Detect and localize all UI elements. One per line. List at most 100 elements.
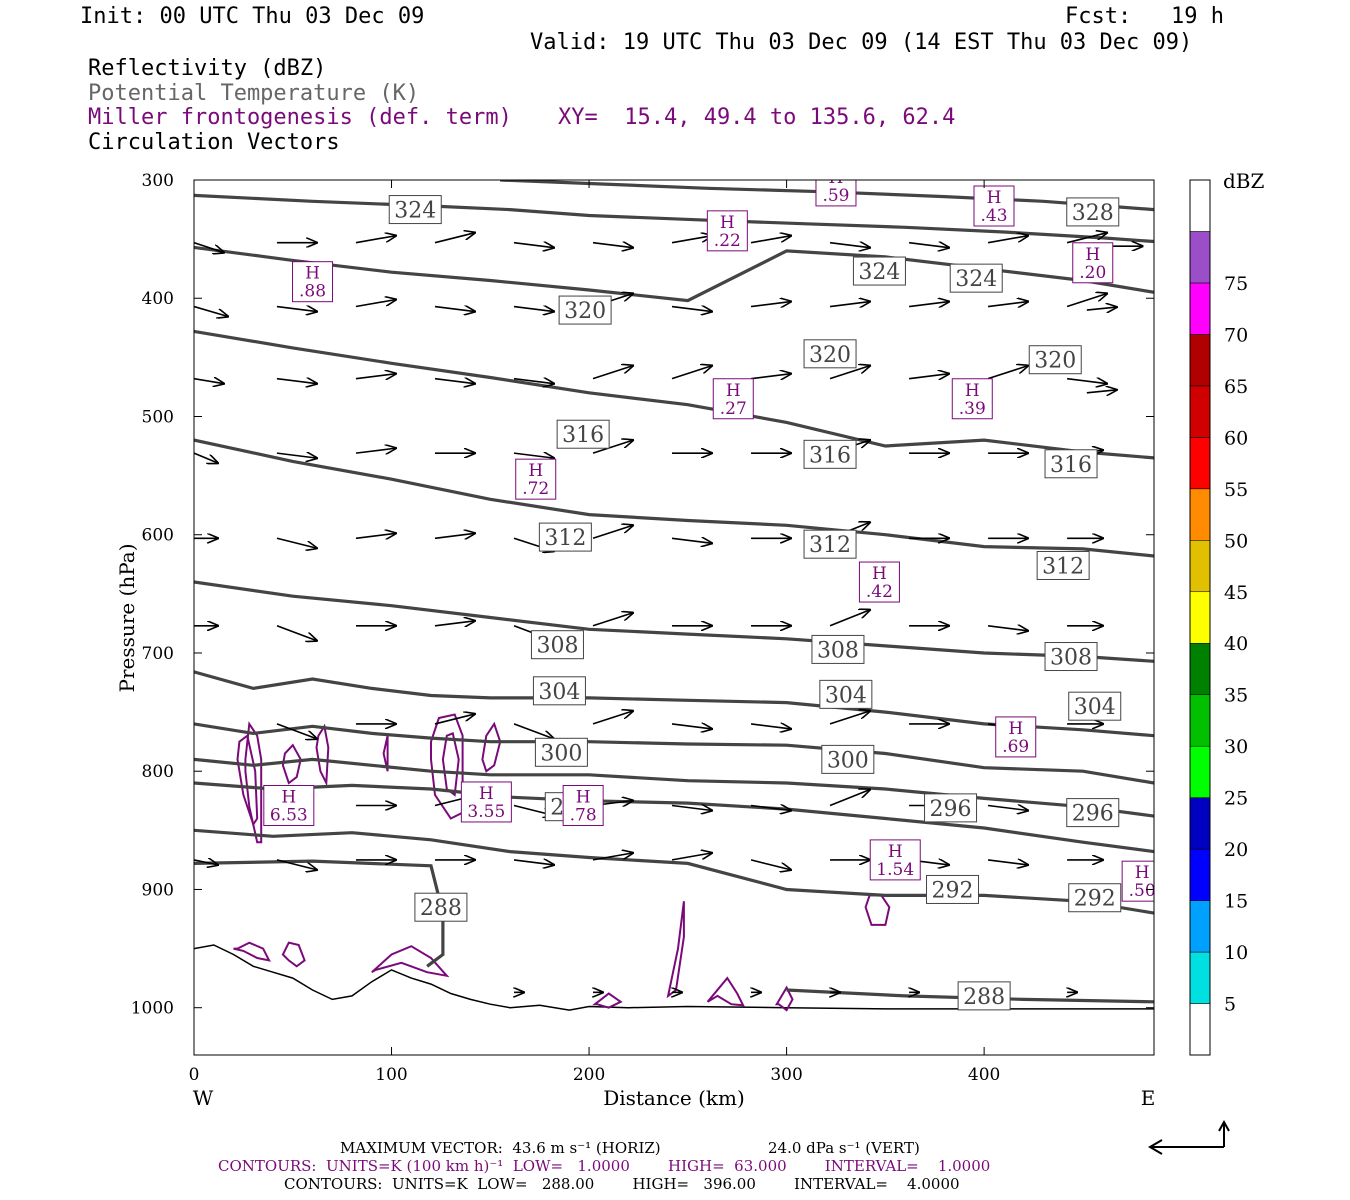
circulation-vector bbox=[671, 538, 712, 543]
theta-label: 304 bbox=[825, 683, 867, 708]
colorbar-tick-label: 65 bbox=[1224, 376, 1248, 398]
circulation-vector bbox=[513, 307, 554, 312]
fronto-max-box bbox=[712, 378, 754, 420]
theta-contour-288 bbox=[194, 859, 445, 968]
circulation-vector bbox=[355, 300, 396, 308]
circulation-vector bbox=[1066, 294, 1107, 308]
colorbar-swatch bbox=[1189, 231, 1211, 284]
fronto-contour bbox=[706, 976, 745, 1007]
west-label: W bbox=[193, 1086, 214, 1110]
circulation-vector bbox=[829, 243, 870, 248]
field-vectors: Circulation Vectors bbox=[88, 130, 340, 155]
fronto-max-marker: H bbox=[720, 213, 735, 233]
fronto-max-box bbox=[973, 185, 1015, 227]
colorbar-swatch bbox=[1189, 642, 1211, 695]
theta-label-box bbox=[852, 256, 906, 286]
theta-label: 312 bbox=[1042, 554, 1084, 579]
colorbar-tick-label: 50 bbox=[1224, 530, 1248, 552]
colorbar-tick-label: 20 bbox=[1224, 839, 1248, 861]
theta-contour-308 bbox=[194, 670, 1154, 738]
fronto-contour bbox=[441, 732, 460, 797]
fronto-max-box bbox=[263, 785, 315, 827]
theta-label: 316 bbox=[809, 443, 851, 468]
fronto-max-value: .78 bbox=[570, 806, 597, 826]
theta-contour-296 bbox=[194, 781, 1154, 854]
fronto-max-value: .42 bbox=[866, 582, 893, 602]
colorbar-swatch bbox=[1189, 540, 1211, 593]
y-tick-label: 400 bbox=[142, 289, 174, 309]
theta-label: 320 bbox=[564, 299, 606, 324]
theta-label-box bbox=[556, 419, 610, 449]
circulation-vector bbox=[194, 379, 224, 384]
fronto-max-marker: H bbox=[479, 784, 494, 804]
theta-label-box bbox=[414, 892, 468, 922]
fronto-max-box bbox=[292, 261, 334, 303]
circulation-vector bbox=[276, 379, 317, 384]
fronto-max-marker: H bbox=[1085, 245, 1100, 265]
colorbar-swatch bbox=[1189, 282, 1211, 335]
colorbar-tick-label: 30 bbox=[1224, 736, 1248, 758]
init-time: Init: 00 UTC Thu 03 Dec 09 bbox=[80, 4, 425, 29]
circulation-vector bbox=[276, 307, 317, 312]
fronto-contour bbox=[430, 713, 464, 820]
colorbar-tick-label: 15 bbox=[1224, 891, 1248, 913]
circulation-vector bbox=[750, 724, 791, 729]
fronto-max-value: .22 bbox=[714, 231, 741, 251]
circulation-vector bbox=[671, 366, 712, 380]
circulation-vector bbox=[592, 853, 633, 861]
circulation-vector bbox=[592, 613, 633, 627]
fronto-max-marker: H bbox=[987, 188, 1002, 208]
fronto-max-value: 3.55 bbox=[467, 802, 505, 822]
theta-label: 308 bbox=[817, 638, 859, 663]
theta-label: 292 bbox=[932, 878, 974, 903]
fronto-max-value: .43 bbox=[980, 206, 1007, 226]
colorbar-swatch bbox=[1189, 900, 1211, 953]
circulation-vector bbox=[194, 305, 228, 317]
theta-label-box bbox=[803, 339, 857, 369]
circulation-vector bbox=[1086, 390, 1117, 393]
x-tick-label: 300 bbox=[770, 1065, 802, 1085]
fronto-max-marker: H bbox=[1008, 719, 1023, 739]
fronto-contour bbox=[315, 723, 330, 787]
theta-label-box bbox=[803, 439, 857, 469]
x-tick-label: 400 bbox=[968, 1065, 1000, 1085]
circulation-vector bbox=[908, 302, 949, 307]
y-tick-label: 1000 bbox=[131, 999, 174, 1019]
y-tick-label: 900 bbox=[142, 880, 174, 900]
max-vector-vert: 24.0 dPa s⁻¹ (VERT) bbox=[768, 1139, 920, 1157]
theta-label-box bbox=[558, 295, 612, 325]
fronto-max-value: .50 bbox=[1129, 881, 1156, 901]
y-tick-label: 800 bbox=[142, 762, 174, 782]
circulation-vector bbox=[671, 236, 712, 244]
theta-contour-info: CONTOURS: UNITS=K LOW= 288.00 HIGH= 396.… bbox=[284, 1175, 960, 1193]
theta-label: 304 bbox=[538, 680, 580, 705]
theta-label-box bbox=[924, 793, 978, 823]
colorbar-swatch bbox=[1189, 179, 1211, 232]
colorbar-swatch bbox=[1189, 1003, 1211, 1056]
theta-label: 316 bbox=[1050, 453, 1092, 478]
circulation-vector bbox=[750, 859, 791, 870]
fronto-max-value: .20 bbox=[1079, 263, 1106, 283]
colorbar-swatch bbox=[1189, 385, 1211, 438]
circulation-vector bbox=[750, 806, 791, 811]
fronto-contour bbox=[774, 985, 794, 1012]
fronto-max-marker: H bbox=[965, 381, 980, 401]
circulation-vector bbox=[592, 525, 633, 540]
fronto-contour bbox=[371, 945, 450, 978]
circulation-vector bbox=[592, 243, 633, 248]
theta-label-box bbox=[819, 679, 873, 709]
y-tick-label: 500 bbox=[142, 407, 174, 427]
circulation-vector bbox=[1066, 379, 1107, 384]
theta-contour-300 bbox=[194, 757, 1154, 818]
terrain-line bbox=[194, 944, 1154, 1011]
circulation-vector bbox=[194, 452, 218, 463]
theta-label-box bbox=[388, 195, 442, 225]
circulation-vector bbox=[908, 374, 949, 379]
theta-label: 296 bbox=[930, 797, 972, 822]
east-label: E bbox=[1141, 1086, 1156, 1110]
theta-contour-292 bbox=[194, 828, 1154, 915]
fronto-max-marker: H bbox=[872, 564, 887, 584]
fronto-max-box bbox=[995, 716, 1037, 758]
fronto-contour bbox=[382, 735, 389, 772]
circulation-vector bbox=[829, 366, 870, 380]
